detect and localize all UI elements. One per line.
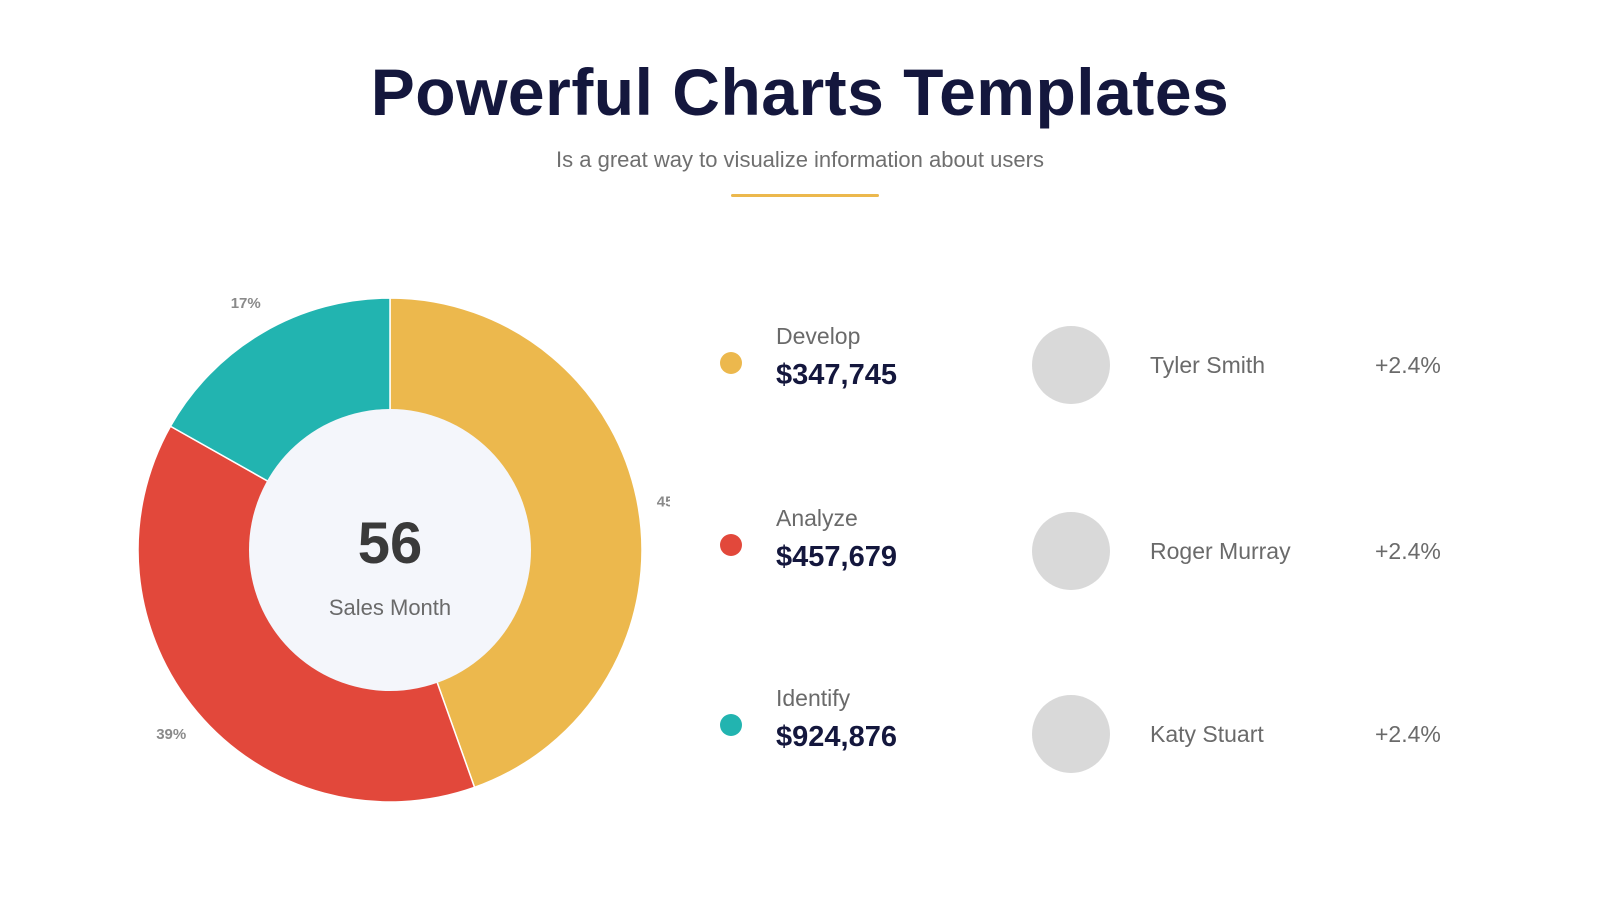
person-name: Tyler Smith (1150, 352, 1266, 378)
person-change: +2.4% (1375, 721, 1441, 747)
center-label: Sales Month (328, 595, 452, 620)
avatar (1032, 326, 1110, 404)
person-change: +2.4% (1375, 538, 1441, 564)
develop-dot-icon (720, 352, 742, 374)
center-value: 56 (357, 511, 423, 576)
legend-item-develop: Develop $347,745 (720, 322, 980, 402)
avatar (1032, 512, 1110, 590)
title-divider (731, 194, 879, 197)
identify-dot-icon (720, 714, 742, 736)
legend-value: $924,876 (776, 721, 897, 753)
legend-item-analyze: Analyze $457,679 (720, 504, 980, 584)
legend-label: Develop (776, 323, 861, 349)
person-change: +2.4% (1375, 352, 1441, 378)
slice-label-develop: 45% (657, 493, 670, 510)
avatar (1032, 695, 1110, 773)
person-row-tyler-smith: Tyler Smith +2.4% (1032, 326, 1452, 404)
person-row-katy-stuart: Katy Stuart +2.4% (1032, 695, 1452, 773)
person-name: Roger Murray (1150, 538, 1291, 564)
donut-center (249, 409, 531, 691)
person-name: Katy Stuart (1150, 721, 1264, 747)
donut-chart: 45% 39% 17% (137, 295, 670, 803)
legend-label: Analyze (776, 505, 858, 531)
slice-label-analyze: 39% (156, 726, 186, 743)
page-subtitle: Is a great way to visualize information … (556, 147, 1044, 172)
legend-label: Identify (776, 685, 851, 711)
page-title: Powerful Charts Templates (370, 55, 1230, 129)
legend-value: $457,679 (776, 541, 897, 573)
slice-label-identify: 17% (231, 295, 261, 312)
legend-item-identify: Identify $924,876 (720, 684, 980, 764)
person-row-roger-murray: Roger Murray +2.4% (1032, 512, 1452, 590)
legend-value: $347,745 (776, 359, 897, 391)
analyze-dot-icon (720, 534, 742, 556)
